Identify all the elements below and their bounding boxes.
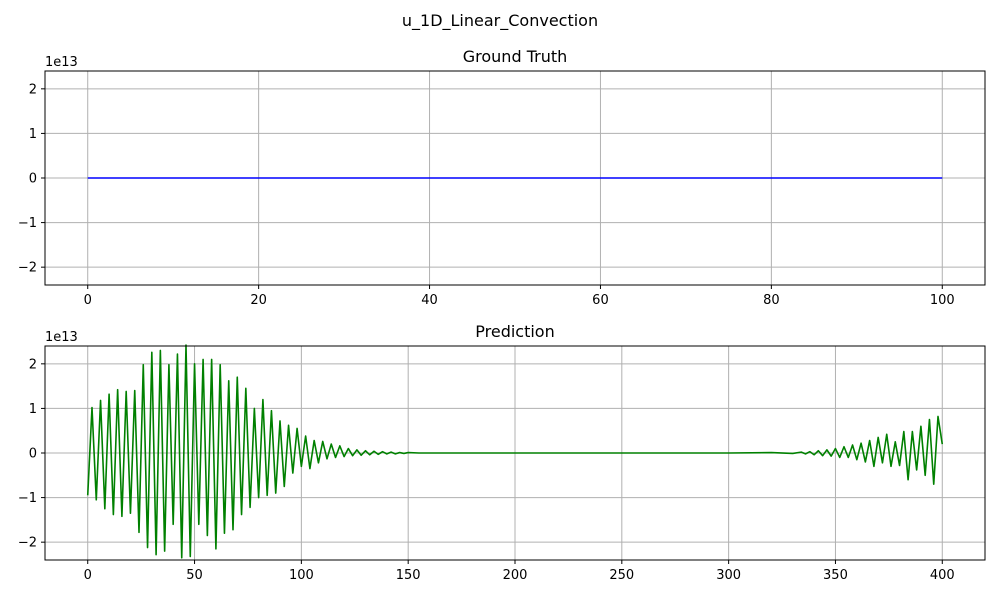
- ground-truth-x-tick-label: 60: [592, 293, 609, 308]
- ground-truth-y-offset: 1e13: [45, 55, 78, 70]
- prediction-x-tick-label: 250: [609, 568, 634, 583]
- prediction-y-tick-label: −2: [18, 536, 37, 551]
- ground-truth-y-tick-label: −1: [18, 216, 37, 231]
- prediction-x-tick-label: 100: [289, 568, 314, 583]
- prediction-y-offset: 1e13: [45, 330, 78, 345]
- prediction-ticks: 0 50 100 150 200 250 300 350 400 −2 −1 0 1 2: [18, 357, 955, 583]
- prediction-x-tick-label: 400: [930, 568, 955, 583]
- prediction-series: [86, 344, 944, 559]
- prediction-axes: 0 50 100 150 200 250 300 350 400 −2 −1 0 1 2 Predicti…: [18, 322, 986, 583]
- prediction-series-line-0: [86, 344, 944, 559]
- ground-truth-x-tick-label: 20: [250, 293, 267, 308]
- ground-truth-x-tick-label: 100: [930, 293, 955, 308]
- prediction-y-tick-label: 0: [29, 447, 37, 462]
- ground-truth-axes: 0 20 40 60 80 100 −2 −1 0 1 2 Ground Truth 1e13: [18, 47, 986, 308]
- ground-truth-y-tick-label: 0: [29, 172, 37, 187]
- prediction-frame: [44, 345, 986, 561]
- ground-truth-frame: [44, 70, 986, 286]
- prediction-x-tick-label: 300: [716, 568, 741, 583]
- ground-truth-x-tick-label: 40: [421, 293, 438, 308]
- ground-truth-title: Ground Truth: [463, 47, 568, 66]
- prediction-x-tick-label: 50: [186, 568, 203, 583]
- prediction-y-tick-label: 2: [29, 357, 37, 372]
- prediction-x-tick-label: 200: [503, 568, 528, 583]
- prediction-y-tick-label: 1: [29, 402, 37, 417]
- prediction-y-tick-label: −1: [18, 491, 37, 506]
- ground-truth-y-tick-label: 1: [29, 127, 37, 142]
- figure-title: u_1D_Linear_Convection: [402, 11, 598, 31]
- prediction-x-tick-label: 0: [84, 568, 92, 583]
- ground-truth-x-tick-label: 80: [763, 293, 780, 308]
- ground-truth-y-tick-label: 2: [29, 82, 37, 97]
- prediction-title: Prediction: [475, 322, 554, 341]
- ground-truth-y-tick-label: −2: [18, 261, 37, 276]
- prediction-x-tick-label: 350: [823, 568, 848, 583]
- ground-truth-ticks: 0 20 40 60 80 100 −2 −1 0 1 2: [18, 82, 955, 308]
- prediction-x-tick-label: 150: [396, 568, 421, 583]
- ground-truth-x-tick-label: 0: [84, 293, 92, 308]
